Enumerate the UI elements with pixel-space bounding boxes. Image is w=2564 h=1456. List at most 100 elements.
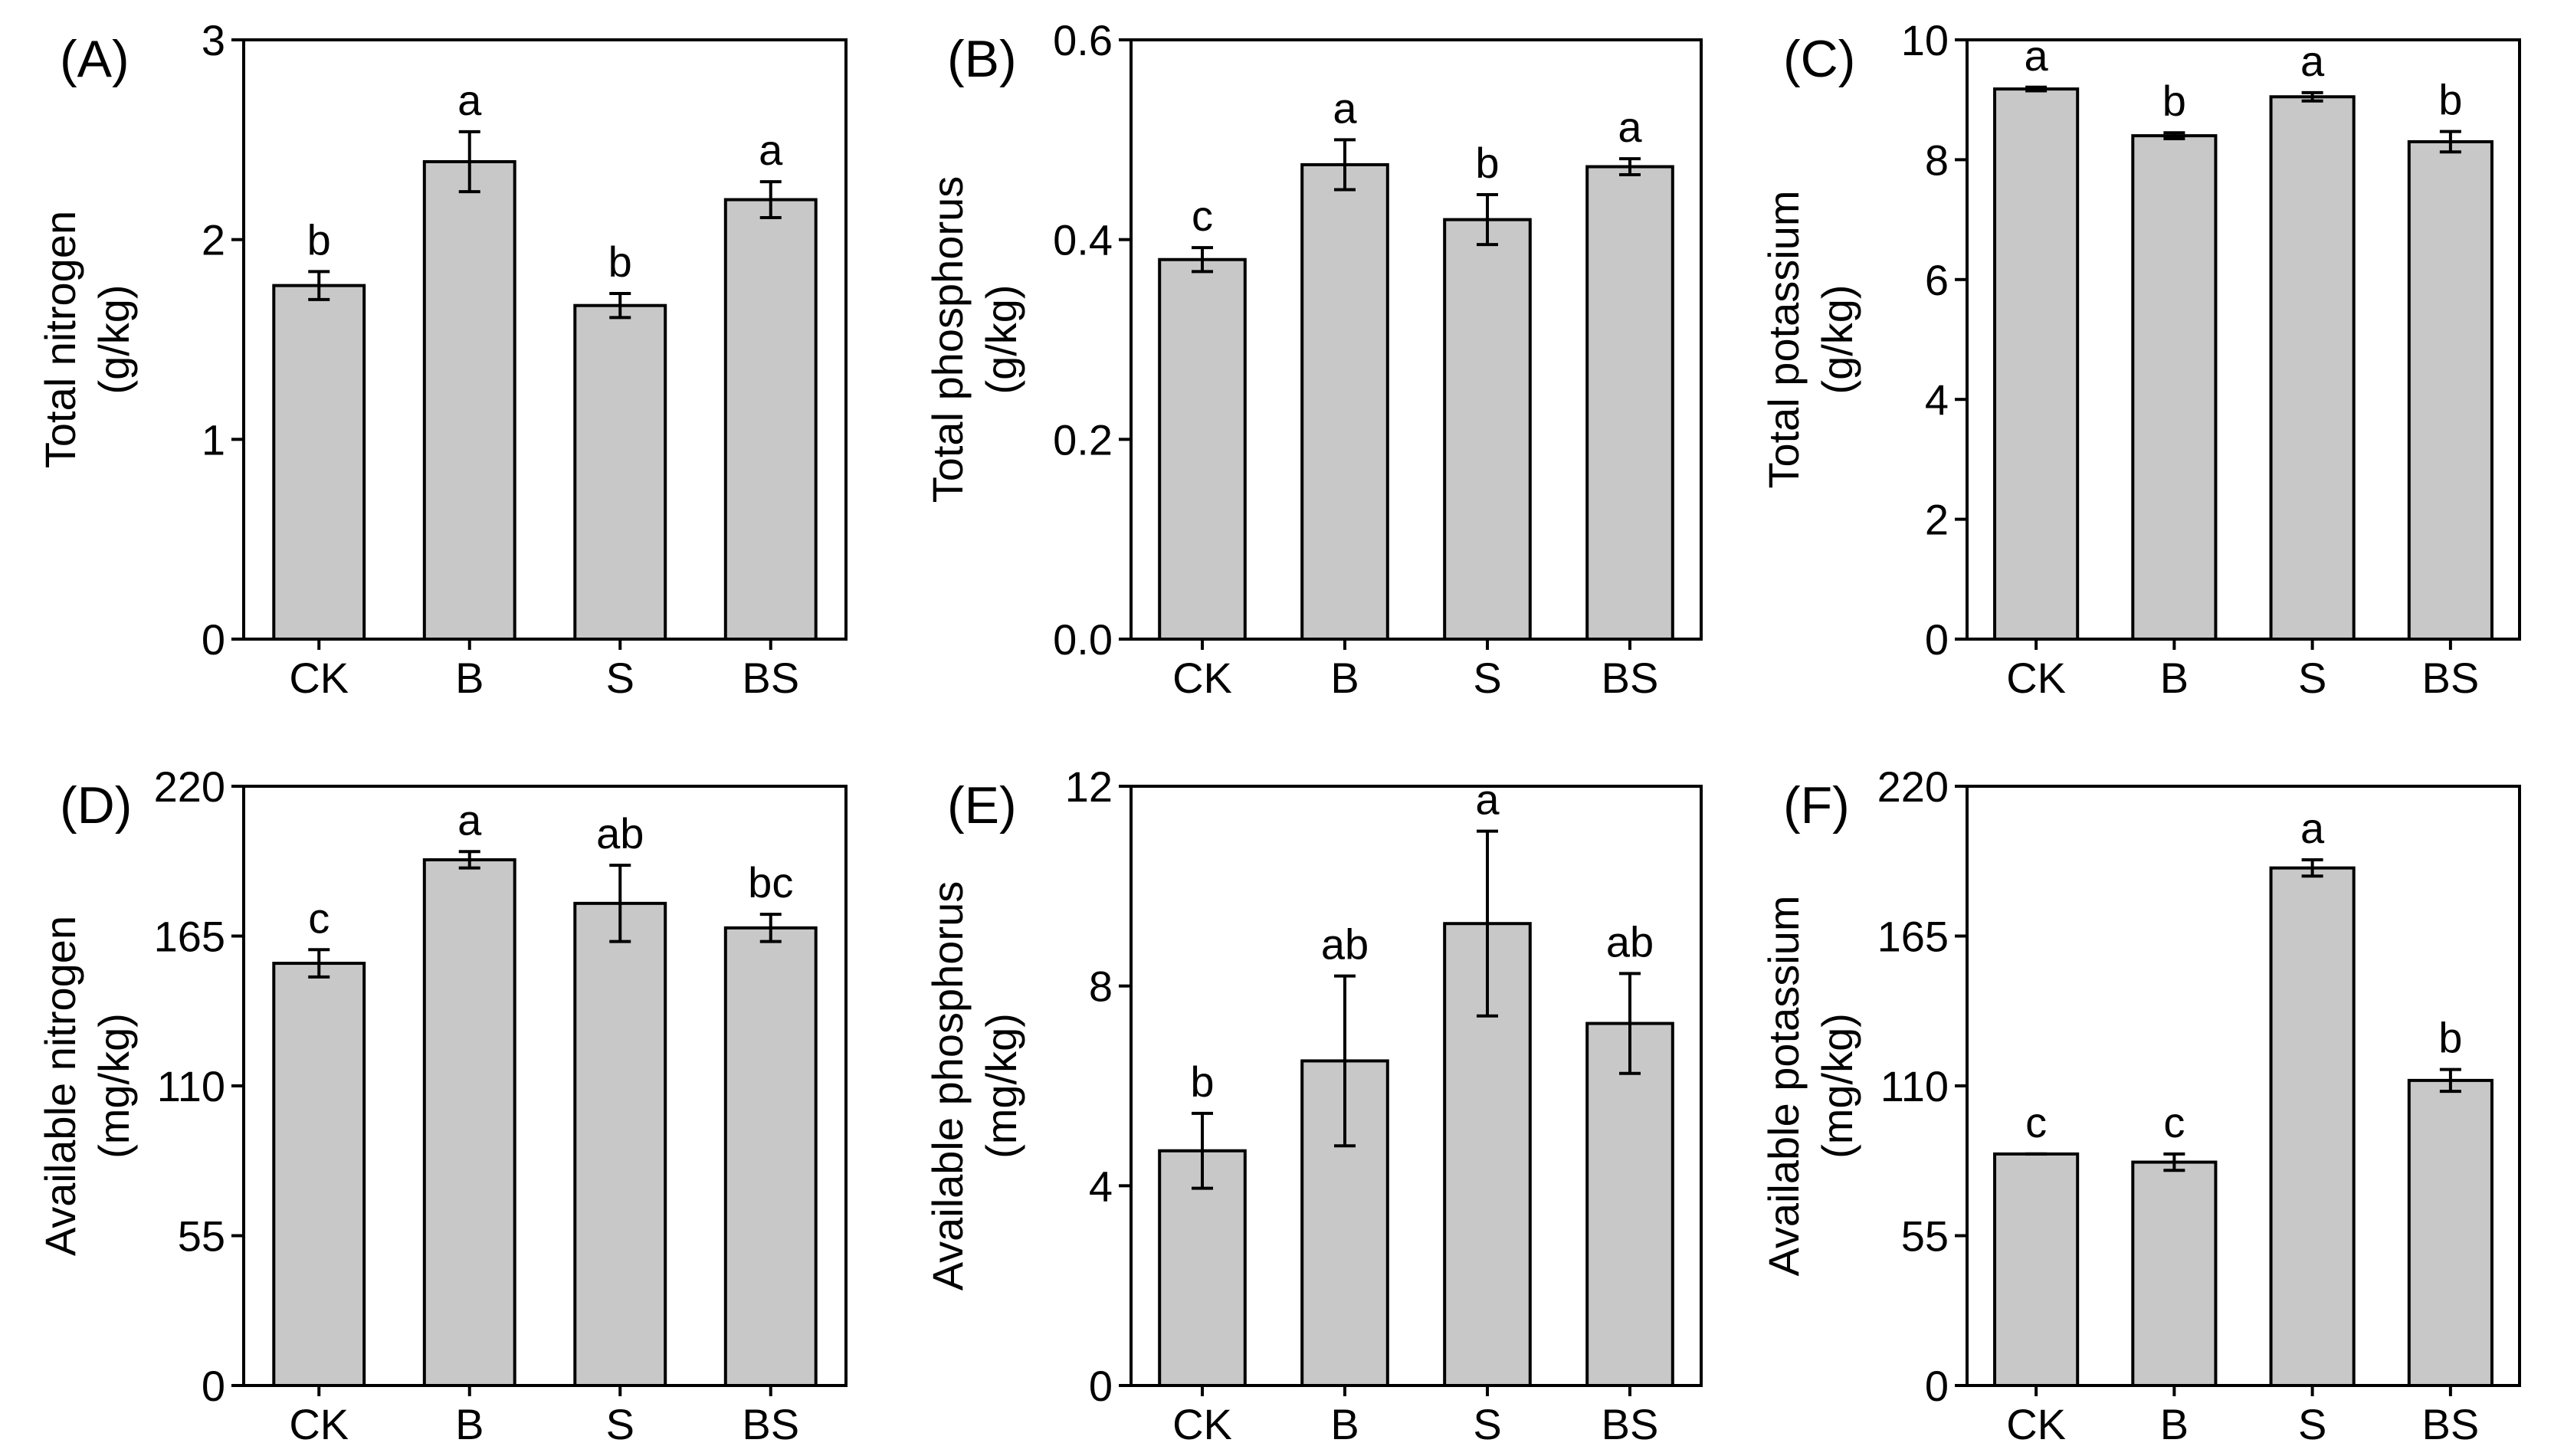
y-tick-label: 8	[1089, 962, 1113, 1011]
y-axis-unit: (g/kg)	[90, 284, 138, 394]
y-tick-label: 1	[202, 415, 225, 464]
category-label: BS	[742, 654, 799, 702]
category-label: B	[1330, 1400, 1359, 1448]
bar-ck	[1993, 1152, 2080, 1387]
significance-letter: ab	[1321, 920, 1369, 969]
panel-label: (D)	[60, 776, 132, 835]
bar-s	[573, 901, 667, 1387]
bar-b	[2131, 134, 2218, 641]
y-axis-unit: (g/kg)	[1813, 284, 1861, 394]
y-tick-label: 2	[1925, 496, 1949, 544]
category-label: S	[2298, 1400, 2326, 1448]
significance-letter: b	[1190, 1058, 1214, 1106]
y-tick-label: 2	[202, 216, 225, 264]
panel-b: c CK a Bb Sa BS 0.0 0.2 0.4 0.6 Total phosphorus (g…	[923, 16, 1703, 702]
significance-letter: a	[1475, 776, 1500, 824]
bar-bs	[1585, 165, 1674, 641]
significance-letter: c	[308, 894, 330, 942]
plot-frame	[1966, 785, 2521, 1387]
significance-letter: c	[2163, 1098, 2185, 1146]
significance-letter: b	[608, 238, 632, 286]
plot-frame	[1966, 38, 2521, 641]
category-label: B	[455, 654, 484, 702]
significance-letter: b	[2438, 1014, 2462, 1062]
category-label: BS	[1602, 1400, 1659, 1448]
plot-frame	[1130, 38, 1703, 641]
y-tick-label: 220	[1877, 762, 1949, 811]
bar-b	[422, 858, 516, 1388]
y-axis-title: Available potassium	[1759, 895, 1808, 1276]
significance-letter: a	[2300, 37, 2325, 85]
y-tick-label: 0	[1925, 615, 1949, 664]
significance-letter: b	[2438, 76, 2462, 124]
y-tick-label: 3	[202, 16, 225, 64]
category-label: CK	[289, 1400, 349, 1448]
significance-letter: a	[457, 795, 482, 844]
y-axis-unit: (g/kg)	[977, 284, 1025, 394]
category-label: BS	[2422, 654, 2480, 702]
y-tick-label: 165	[154, 913, 225, 961]
category-label: B	[2160, 1400, 2189, 1448]
bar-bs	[2407, 139, 2494, 641]
bar-ck	[1993, 87, 2080, 641]
y-axis-unit: (mg/kg)	[977, 1013, 1025, 1159]
panel-label: (C)	[1783, 30, 1855, 88]
y-tick-label: 10	[1901, 16, 1949, 64]
significance-letter: a	[759, 126, 783, 174]
category-label: CK	[2006, 654, 2066, 702]
panel-d: c CK a Bab Sbc BS 0 55 110 165 220 Available nitrog…	[36, 762, 848, 1448]
category-label: S	[1473, 654, 1501, 702]
significance-letter: a	[2300, 804, 2325, 852]
category-label: CK	[1172, 654, 1232, 702]
y-tick-label: 0	[202, 615, 225, 664]
category-label: S	[606, 1400, 634, 1448]
category-label: S	[2298, 654, 2326, 702]
panel-label: (B)	[947, 30, 1017, 88]
panel-label: (F)	[1783, 776, 1850, 835]
y-tick-label: 55	[1901, 1212, 1949, 1261]
plot-frame	[242, 38, 848, 641]
bar-s	[2269, 95, 2356, 641]
category-label: CK	[289, 654, 349, 702]
category-label: BS	[1602, 654, 1659, 702]
bar-s	[1443, 218, 1532, 641]
bar-ck	[272, 284, 366, 641]
y-tick-label: 0	[202, 1362, 225, 1410]
y-tick-label: 4	[1925, 375, 1949, 424]
panel-label: (E)	[947, 776, 1017, 835]
significance-letter: a	[457, 76, 482, 124]
y-tick-label: 0	[1925, 1362, 1949, 1410]
category-label: B	[455, 1400, 484, 1448]
category-label: CK	[2006, 1400, 2066, 1448]
y-tick-label: 110	[157, 1062, 225, 1110]
y-axis-title: Total phosphorus	[923, 176, 972, 503]
bar-b	[2131, 1160, 2218, 1387]
significance-letter: ab	[1606, 917, 1654, 966]
bar-bs	[2407, 1078, 2494, 1387]
category-label: B	[1330, 654, 1359, 702]
category-label: S	[1473, 1400, 1501, 1448]
y-axis-title: Total potassium	[1759, 190, 1808, 488]
y-tick-label: 0.4	[1053, 216, 1113, 264]
panel-f: c CK c Ba Sb BS 0 55 110 165 220 Available potassiu…	[1759, 762, 2521, 1448]
plot-frame	[242, 785, 848, 1387]
y-tick-label: 0.2	[1053, 415, 1113, 464]
category-label: B	[2160, 654, 2189, 702]
panel-a: b CK a Bb Sa BS 0 1 2 3 Total nitrogen (g/kg) (A)	[36, 16, 848, 702]
significance-letter: a	[1333, 84, 1357, 132]
category-label: BS	[742, 1400, 799, 1448]
significance-letter: bc	[748, 858, 793, 907]
y-tick-label: 0.0	[1053, 615, 1113, 664]
y-tick-label: 165	[1877, 913, 1949, 961]
significance-letter: ab	[596, 809, 644, 858]
significance-letter: c	[1192, 192, 1213, 240]
y-tick-label: 8	[1925, 136, 1949, 184]
panel-e: b CK ab Ba Sab BS 0 4 8 12 Available phosphorus (mg…	[923, 762, 1703, 1448]
significance-letter: b	[307, 215, 331, 264]
category-label: CK	[1172, 1400, 1232, 1448]
bar-b	[1300, 162, 1389, 641]
significance-letter: c	[2025, 1098, 2047, 1146]
bar-bs	[723, 926, 818, 1387]
bar-s	[2269, 866, 2356, 1387]
